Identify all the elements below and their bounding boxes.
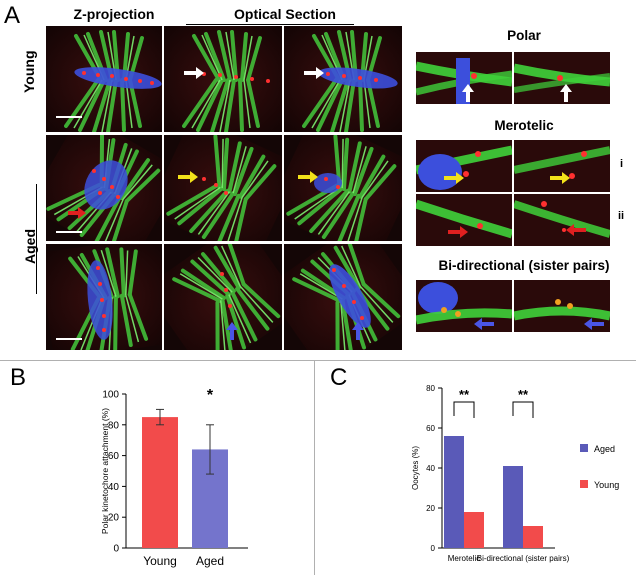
legend-label-aged: Aged [594,444,615,454]
aged-bracket [36,184,37,294]
merotelic-row-i-label: i [620,158,624,170]
bar-aged-1 [503,466,523,548]
young-optical-section-1-image [164,26,282,132]
x-tick-label: Bi-directional (sister pairs) [477,554,570,563]
aged-optical-section-4-image [284,244,402,350]
panel-label-c: C [330,364,348,391]
x-tick-label: Merotelic [448,554,480,563]
y-tick-label: 20 [426,504,435,513]
significance-marker: ** [518,387,529,402]
y-tick-label: 40 [426,464,435,473]
y-axis-label: Oocytes (%) [411,446,420,490]
section-divider-vertical [314,360,315,575]
aged-z-projection-image [46,135,162,241]
z-projection-header: Z-projection [73,6,155,22]
y-tick-label: 80 [426,384,435,393]
merotelic-row-ii-label: ii [618,210,625,222]
chart-c: 0 20 40 60 80 Oocytes (%) Merotelic ** Bi-direct… [315,361,636,575]
y-tick-label: 0 [113,544,119,555]
merotelic-ii-inset-1-image [416,194,512,246]
bar-young-0 [464,512,484,548]
significance-bracket [453,401,475,418]
bidirectional-inset-2-image [514,280,610,332]
aged-optical-section-1-image [164,135,282,241]
significance-bracket [512,401,534,418]
section-divider-horizontal [0,360,636,361]
merotelic-i-inset-2-image [514,140,610,192]
aged-optical-section-2-image [284,135,402,241]
bidirectional-title: Bi-directional (sister pairs) [438,258,610,273]
young-z-projection-image [46,26,162,132]
optical-section-header: Optical Section [234,6,336,22]
y-tick-label: 20 [108,513,120,524]
panel-label-b: B [10,364,27,391]
bar-young [142,417,178,548]
bidirectional-inset-1-image [416,280,512,332]
y-tick-label: 100 [102,390,119,401]
polar-inset-2-image [514,52,610,104]
significance-marker: ** [459,387,470,402]
y-axis-label: Polar kinetochore attachment (%) [100,408,110,534]
x-tick-label: Young [143,554,177,568]
legend-swatch-aged [580,444,588,452]
row-label-young: Young [21,50,37,93]
y-tick-label: 60 [108,451,120,462]
x-tick-label: Aged [196,554,224,568]
merotelic-i-inset-1-image [416,140,512,192]
polar-inset-1-image [416,52,512,104]
bar-aged-0 [444,436,464,548]
y-tick-label: 60 [426,424,435,433]
young-optical-section-2-image [284,26,402,132]
significance-marker: * [207,387,214,404]
chart-b: 0 20 40 60 80 100 Polar kinetochore attachment… [0,361,314,575]
y-tick-label: 0 [431,544,436,553]
bar-young-1 [523,526,543,548]
legend-label-young: Young [594,480,619,490]
legend-swatch-young [580,480,588,488]
polar-title: Polar [507,28,541,43]
aged-z-projection-2-image [46,244,162,350]
aged-optical-section-3-image [164,244,282,350]
panel-label-a: A [4,2,21,29]
y-tick-label: 80 [108,420,120,431]
merotelic-title: Merotelic [494,118,554,133]
merotelic-ii-inset-2-image [514,194,610,246]
y-tick-label: 40 [108,482,120,493]
optical-section-bracket [186,24,354,25]
